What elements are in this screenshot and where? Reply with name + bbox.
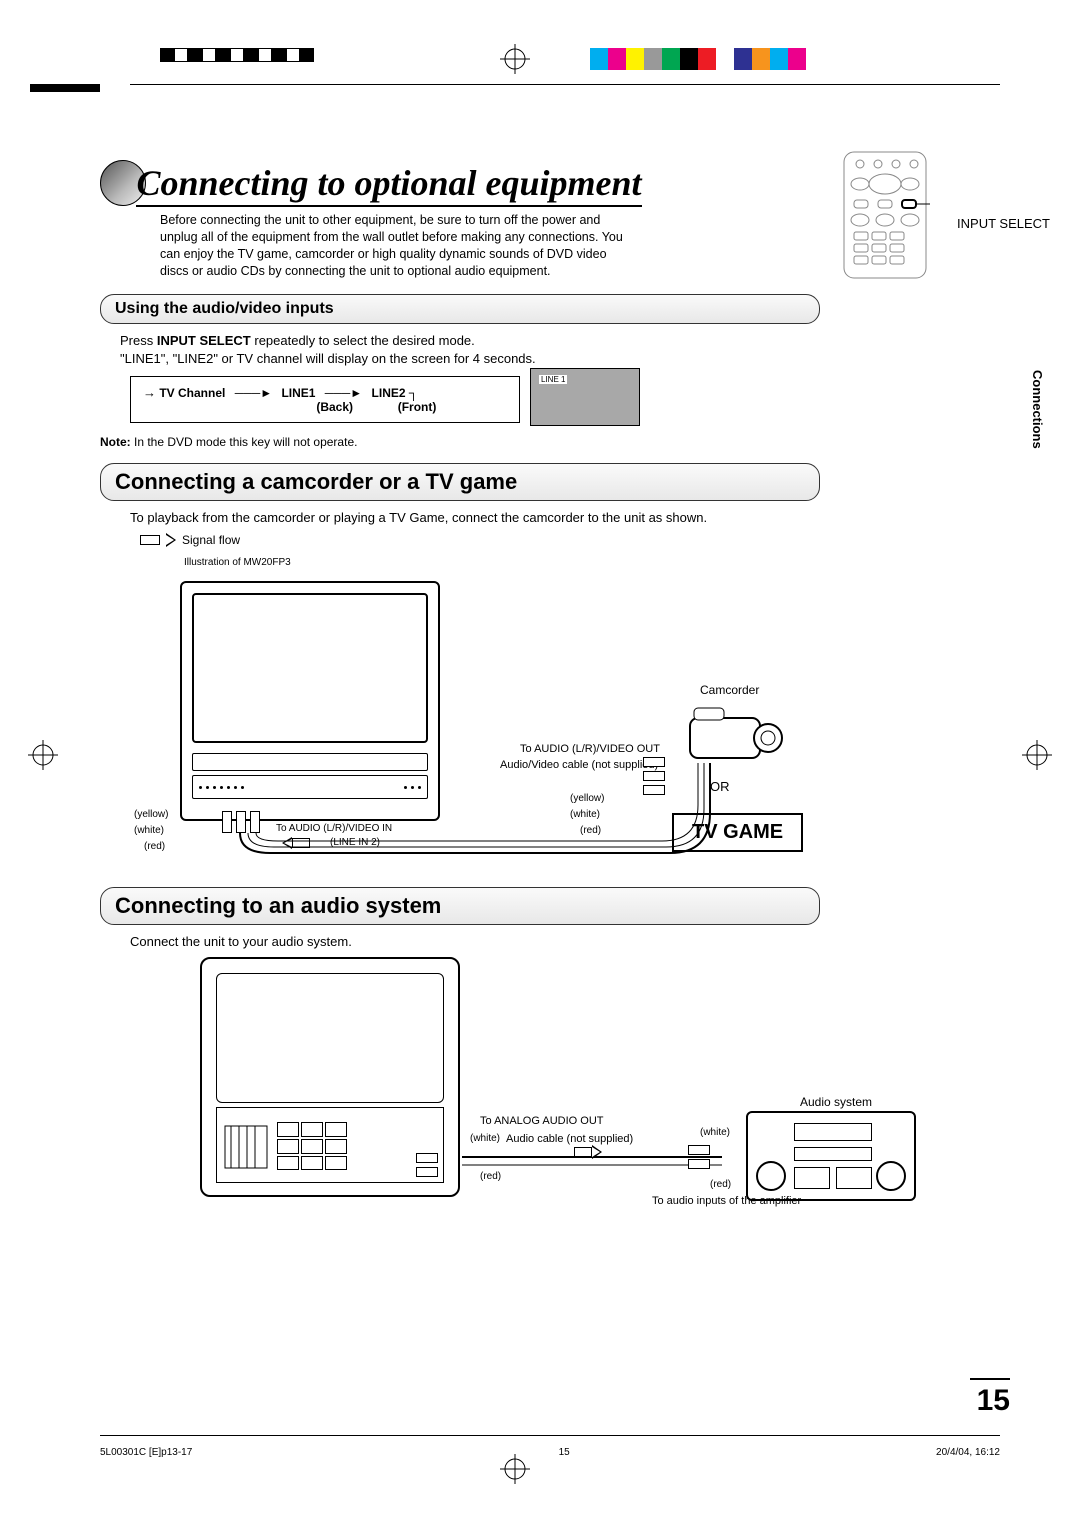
input-select-instructions: Press INPUT SELECT repeatedly to select … — [120, 332, 1020, 368]
page-title: Connecting to optional equipment — [136, 163, 641, 207]
intro-text: Before connecting the unit to other equi… — [160, 212, 630, 280]
signal-flow-label: Signal flow — [182, 533, 240, 547]
heading-audio-video-inputs: Using the audio/video inputs — [100, 294, 820, 324]
camcorder-label: Camcorder — [700, 683, 759, 697]
camcorder-diagram: Signal flow Illustration of MW20FP3 (yel… — [120, 533, 1020, 873]
mode-tv-channel: TV Channel — [159, 386, 225, 400]
manual-page: Connections Connecting to optional equip… — [0, 0, 1080, 1528]
print-corner-mark — [30, 84, 100, 92]
footer-doc-id: 5L00301C [E]p13-17 — [100, 1447, 192, 1458]
tvgame-box: TV GAME — [672, 813, 803, 852]
to-av-out-label: To AUDIO (L/R)/VIDEO OUT — [520, 743, 660, 755]
rca-jacks-camcorder — [638, 755, 665, 797]
audio-system-illustration — [746, 1111, 916, 1201]
mode-line1: LINE1 — [281, 386, 315, 400]
top-rule — [130, 84, 1000, 85]
mode-line1-sub: (Back) — [316, 400, 353, 414]
av-cable-label: Audio/Video cable (not supplied) — [500, 759, 658, 771]
registration-mark-right — [1022, 740, 1052, 770]
camcorder-intro: To playback from the camcorder or playin… — [130, 509, 1020, 527]
or-label: OR — [710, 779, 730, 794]
footer-timestamp: 20/4/04, 16:12 — [936, 1447, 1000, 1458]
registration-mark-bottom — [500, 1454, 530, 1484]
footer-rule — [100, 1435, 1000, 1436]
signal-flow-arrow-3 — [574, 1145, 602, 1159]
mode-line2: LINE2 — [372, 386, 406, 400]
rca-analog-out — [411, 1151, 438, 1179]
audio-system-intro: Connect the unit to your audio system. — [130, 933, 1020, 951]
registration-mark-left — [28, 740, 58, 770]
note-text: In the DVD mode this key will not operat… — [131, 435, 358, 449]
remote-illustration — [840, 150, 930, 285]
cam-white-label: (white) — [570, 809, 600, 820]
heading-audio-system: Connecting to an audio system — [100, 887, 820, 925]
heading-camcorder-tvgame: Connecting a camcorder or a TV game — [100, 463, 820, 501]
text-fragment: repeatedly to select the desired mode. — [251, 333, 475, 348]
audio-system-label: Audio system — [800, 1095, 872, 1109]
footer: 5L00301C [E]p13-17 15 20/4/04, 16:12 — [100, 1447, 1000, 1458]
registration-mark-top — [500, 44, 530, 74]
rca-amp-in — [683, 1143, 710, 1171]
signal-flow-box-icon — [140, 535, 160, 545]
footer-page: 15 — [559, 1447, 570, 1458]
cam-red-label: (red) — [580, 825, 601, 836]
dvd-mode-note: Note: In the DVD mode this key will not … — [100, 435, 1020, 449]
print-color-bar — [590, 48, 806, 70]
screen-osd-text: LINE 1 — [539, 375, 567, 384]
input-select-keyword: INPUT SELECT — [157, 333, 251, 348]
text-line: "LINE1", "LINE2" or TV channel will disp… — [120, 351, 536, 366]
to-analog-out-label: To ANALOG AUDIO OUT — [480, 1115, 603, 1127]
audio-cable-label: Audio cable (not supplied) — [506, 1133, 633, 1145]
screen-preview: LINE 1 — [530, 368, 640, 426]
section-tab: Connections — [1030, 370, 1045, 449]
print-density-bar — [160, 48, 314, 70]
jack-red-label: (red) — [144, 841, 165, 852]
out-white-label: (white) — [470, 1133, 500, 1144]
mode-cycle-box: → TV Channel ───► LINE1 ───► LINE2 ┐ (Ba… — [130, 376, 520, 423]
jack-white-label: (white) — [134, 825, 164, 836]
illustration-label: Illustration of MW20FP3 — [184, 557, 1020, 568]
jack-yellow-label: (yellow) — [134, 809, 168, 820]
mode-line2-sub: (Front) — [398, 400, 437, 414]
in-white-label: (white) — [700, 1127, 730, 1138]
camcorder-illustration — [680, 698, 790, 758]
input-select-label: INPUT SELECT — [957, 216, 1050, 231]
audio-system-diagram: To ANALOG AUDIO OUT (white) Audio cable … — [180, 951, 1020, 1251]
page-number: 15 — [970, 1378, 1010, 1418]
text-fragment: Press — [120, 333, 157, 348]
in-red-label: (red) — [710, 1179, 731, 1190]
cam-yellow-label: (yellow) — [570, 793, 604, 804]
signal-flow-arrow-icon — [166, 533, 176, 547]
note-prefix: Note: — [100, 435, 131, 449]
